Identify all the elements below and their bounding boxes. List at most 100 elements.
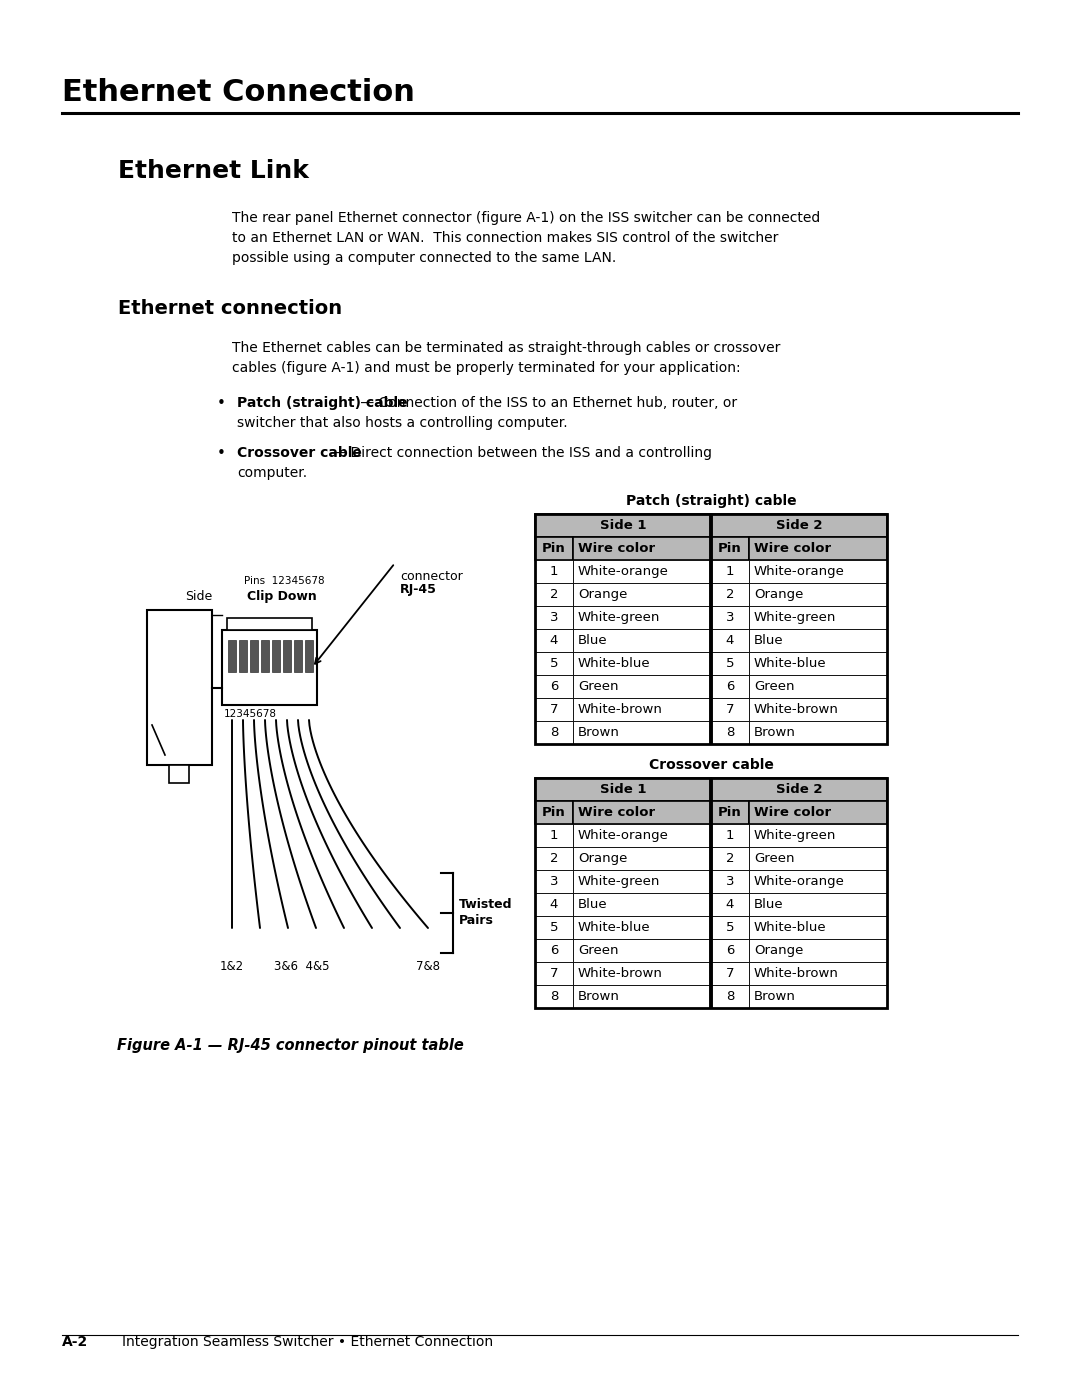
Bar: [750, 652, 887, 675]
Bar: [305, 640, 313, 672]
Bar: [750, 916, 887, 939]
Text: Ethernet Link: Ethernet Link: [118, 159, 309, 183]
Bar: [573, 652, 711, 675]
Text: 2: 2: [550, 588, 558, 601]
Bar: [228, 640, 237, 672]
Text: Pin: Pin: [542, 806, 566, 819]
Text: to an Ethernet LAN or WAN.  This connection makes SIS control of the switcher: to an Ethernet LAN or WAN. This connecti…: [232, 231, 779, 244]
Bar: [535, 698, 573, 721]
Text: 8: 8: [726, 726, 734, 739]
Text: Patch (straight) cable: Patch (straight) cable: [237, 395, 407, 409]
Text: 8: 8: [550, 726, 558, 739]
Bar: [750, 824, 887, 847]
Text: Pin: Pin: [542, 542, 566, 555]
Text: Wire color: Wire color: [754, 806, 832, 819]
Text: 4: 4: [550, 634, 558, 647]
Text: 4: 4: [726, 898, 734, 911]
Bar: [535, 778, 887, 1009]
Bar: [294, 640, 302, 672]
Bar: [573, 870, 711, 893]
Bar: [750, 606, 887, 629]
Text: Orange: Orange: [754, 588, 804, 601]
Text: White-blue: White-blue: [578, 657, 650, 671]
Bar: [750, 629, 887, 652]
Text: Blue: Blue: [754, 898, 784, 911]
Text: White-blue: White-blue: [578, 921, 650, 935]
Text: 5: 5: [726, 921, 734, 935]
Text: 2: 2: [726, 588, 734, 601]
Text: 7: 7: [550, 703, 558, 717]
Bar: [573, 824, 711, 847]
Bar: [750, 870, 887, 893]
Bar: [535, 606, 573, 629]
Text: computer.: computer.: [237, 467, 307, 481]
Text: White-blue: White-blue: [754, 921, 826, 935]
Bar: [535, 629, 573, 652]
Text: 4: 4: [550, 898, 558, 911]
Bar: [573, 847, 711, 870]
Bar: [283, 640, 291, 672]
Text: 3: 3: [550, 875, 558, 888]
Text: 7: 7: [726, 967, 734, 981]
Text: Wire color: Wire color: [578, 542, 656, 555]
Text: Side: Side: [185, 590, 213, 604]
Text: •: •: [217, 395, 226, 411]
Text: 5: 5: [550, 921, 558, 935]
Text: 6: 6: [726, 944, 734, 957]
Bar: [535, 652, 573, 675]
Bar: [535, 778, 711, 800]
Bar: [239, 640, 247, 672]
Text: Pin: Pin: [718, 806, 742, 819]
Text: switcher that also hosts a controlling computer.: switcher that also hosts a controlling c…: [237, 416, 568, 430]
Bar: [535, 847, 573, 870]
Text: White-brown: White-brown: [754, 703, 839, 717]
Text: 7: 7: [726, 703, 734, 717]
Text: Green: Green: [754, 852, 795, 865]
Text: 3: 3: [726, 875, 734, 888]
Bar: [535, 675, 573, 698]
Bar: [711, 870, 750, 893]
Text: Blue: Blue: [578, 634, 608, 647]
Bar: [750, 721, 887, 745]
Bar: [711, 824, 750, 847]
Bar: [249, 640, 258, 672]
Bar: [711, 939, 750, 963]
Bar: [750, 583, 887, 606]
Bar: [711, 847, 750, 870]
Text: Side 2: Side 2: [775, 520, 822, 532]
Text: Green: Green: [578, 680, 619, 693]
Text: White-green: White-green: [578, 875, 660, 888]
Bar: [750, 675, 887, 698]
Text: 12345678: 12345678: [224, 710, 276, 719]
Text: 6: 6: [550, 944, 558, 957]
Text: 3&6  4&5: 3&6 4&5: [274, 960, 329, 972]
Bar: [573, 583, 711, 606]
Text: White-orange: White-orange: [578, 828, 669, 842]
Text: White-brown: White-brown: [578, 703, 663, 717]
Text: 5: 5: [550, 657, 558, 671]
Text: 8: 8: [726, 990, 734, 1003]
Bar: [535, 893, 573, 916]
Bar: [750, 560, 887, 583]
Text: 1&2: 1&2: [220, 960, 244, 972]
Bar: [711, 652, 750, 675]
Bar: [573, 606, 711, 629]
Bar: [711, 698, 750, 721]
Bar: [750, 893, 887, 916]
Text: Brown: Brown: [754, 726, 796, 739]
Text: Orange: Orange: [578, 588, 627, 601]
Text: Wire color: Wire color: [754, 542, 832, 555]
Bar: [573, 536, 711, 560]
Bar: [535, 939, 573, 963]
Text: — Direct connection between the ISS and a controlling: — Direct connection between the ISS and …: [328, 446, 712, 460]
Bar: [535, 514, 711, 536]
Bar: [535, 963, 573, 985]
Bar: [573, 721, 711, 745]
Bar: [711, 916, 750, 939]
Text: White-orange: White-orange: [754, 875, 845, 888]
Text: Side 2: Side 2: [775, 782, 822, 796]
Bar: [535, 870, 573, 893]
Bar: [573, 675, 711, 698]
Bar: [711, 560, 750, 583]
Text: connector: connector: [400, 570, 462, 583]
